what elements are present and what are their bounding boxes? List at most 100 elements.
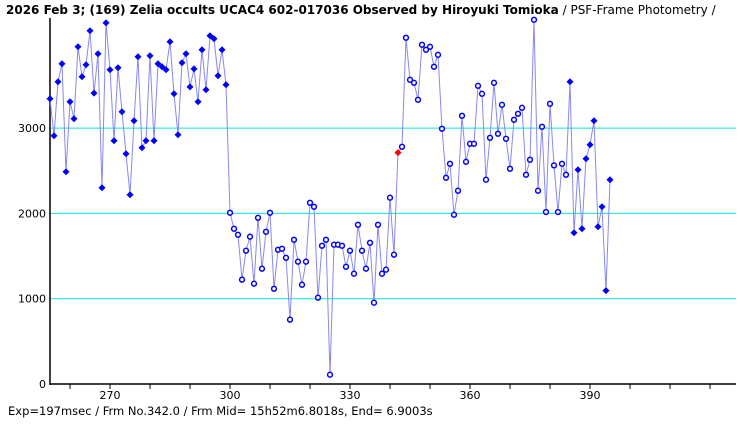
chart-title: 2026 Feb 3; (169) Zelia occults UCAC4 60… (6, 3, 716, 17)
data-point (582, 155, 590, 163)
data-point (86, 27, 94, 35)
data-point (166, 38, 174, 46)
data-point (82, 61, 90, 69)
data-point (454, 187, 462, 194)
y-tick-label: 0 (39, 378, 46, 391)
data-point (138, 144, 146, 152)
y-tick-label: 2000 (18, 207, 46, 220)
data-point (218, 46, 226, 54)
data-point (422, 46, 430, 53)
data-point (458, 112, 466, 119)
data-point (498, 101, 506, 108)
data-point (414, 96, 422, 103)
data-point (222, 81, 230, 89)
data-point (490, 79, 498, 86)
data-point (494, 130, 502, 137)
data-point (554, 208, 562, 216)
data-point (202, 86, 210, 94)
data-point (134, 53, 142, 61)
x-tick-label: 330 (340, 389, 361, 402)
data-point (502, 135, 510, 142)
data-point (262, 228, 270, 235)
data-point (486, 134, 494, 141)
series-line (49, 19, 611, 375)
data-point (374, 221, 382, 228)
data-point (102, 19, 110, 27)
data-point (534, 187, 542, 194)
data-point (150, 137, 158, 145)
data-point (442, 174, 450, 181)
y-tick-label: 3000 (18, 122, 46, 135)
data-point (254, 214, 262, 221)
data-point (550, 162, 558, 169)
data-point (294, 258, 302, 265)
data-point (482, 176, 490, 183)
data-point (474, 82, 482, 89)
data-point (350, 270, 358, 277)
data-point (574, 166, 582, 174)
data-point (130, 117, 138, 125)
data-point (182, 50, 190, 58)
data-point (406, 76, 414, 83)
data-point (450, 211, 458, 218)
data-point (514, 110, 522, 117)
data-point (418, 41, 426, 48)
x-tick-label: 360 (460, 389, 481, 402)
data-point (170, 90, 178, 98)
data-point (558, 160, 566, 167)
data-point (94, 50, 102, 58)
data-point (530, 16, 538, 23)
data-point (462, 158, 470, 165)
data-point (470, 140, 478, 147)
data-point (506, 165, 514, 172)
data-point (146, 52, 154, 60)
data-point (70, 115, 78, 123)
data-point (90, 89, 98, 97)
data-point (594, 223, 602, 231)
data-point (278, 245, 286, 252)
data-point (286, 316, 294, 323)
data-point (410, 79, 418, 86)
data-point (186, 83, 194, 91)
data-point (366, 239, 374, 246)
data-point (590, 117, 598, 125)
data-point (282, 254, 290, 261)
data-point (194, 98, 202, 106)
data-point (310, 203, 318, 210)
data-point (346, 247, 354, 254)
data-point (510, 116, 518, 123)
data-point (354, 221, 362, 228)
x-tick-label: 300 (220, 389, 241, 402)
data-point (426, 43, 434, 50)
data-point (338, 242, 346, 249)
data-point (190, 65, 198, 73)
data-point (66, 98, 74, 106)
data-point (142, 137, 150, 145)
data-point (54, 78, 62, 86)
data-point (74, 43, 82, 51)
data-point (226, 209, 234, 216)
data-point (402, 34, 410, 41)
data-point (314, 294, 322, 301)
data-point (238, 276, 246, 283)
data-point (430, 63, 438, 70)
data-point (50, 132, 58, 140)
data-point (234, 231, 242, 238)
data-point (114, 64, 122, 72)
data-point (214, 72, 222, 80)
x-tick-label: 390 (580, 389, 601, 402)
data-point (266, 209, 274, 216)
data-point (398, 143, 406, 150)
data-point (546, 100, 554, 107)
data-point (162, 66, 170, 74)
data-point (434, 51, 442, 58)
data-point (46, 95, 54, 103)
data-point (242, 247, 250, 254)
data-point (578, 225, 586, 233)
data-point (250, 280, 258, 287)
data-point (106, 66, 114, 74)
data-point (306, 199, 314, 206)
data-point (298, 281, 306, 288)
title-main: 2026 Feb 3; (169) Zelia occults UCAC4 60… (6, 3, 559, 17)
